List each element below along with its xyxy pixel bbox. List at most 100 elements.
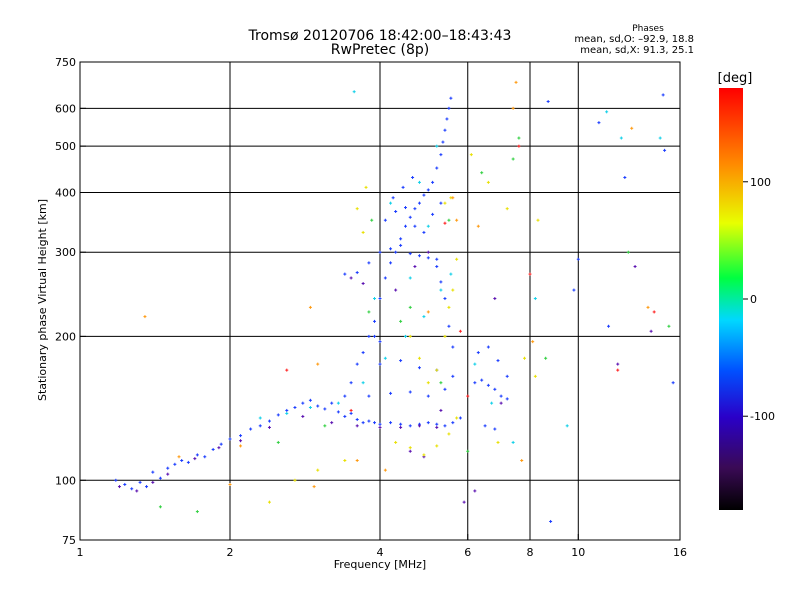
data-point [435, 265, 439, 269]
data-point [373, 297, 377, 301]
data-point [490, 401, 494, 405]
x-tick-label: 6 [464, 546, 471, 559]
data-point [449, 96, 453, 100]
data-point [431, 212, 435, 216]
data-point [443, 221, 447, 225]
colorbar [719, 88, 743, 510]
data-point [403, 206, 407, 210]
data-point [576, 257, 580, 261]
data-point [447, 106, 451, 110]
data-point [435, 422, 439, 426]
data-point [308, 305, 312, 309]
phases-heading: Phases [632, 24, 664, 34]
data-point [373, 334, 377, 338]
data-point [486, 383, 490, 387]
data-point [455, 218, 459, 222]
data-point [435, 368, 439, 372]
data-point [435, 425, 439, 429]
y-tick-label: 400 [55, 186, 76, 199]
data-point [493, 387, 497, 391]
data-point [426, 381, 430, 385]
data-point [417, 201, 421, 205]
data-point [378, 250, 382, 254]
data-point [426, 394, 430, 398]
data-point [373, 421, 377, 425]
data-point [258, 424, 262, 428]
data-point [473, 362, 477, 366]
data-point [389, 247, 393, 251]
data-point [355, 362, 359, 366]
data-point [349, 408, 353, 412]
data-point [316, 362, 320, 366]
data-point [330, 401, 334, 405]
data-point [533, 297, 537, 301]
data-point [145, 485, 149, 489]
data-point [447, 218, 451, 222]
data-point [426, 188, 430, 192]
data-point [663, 148, 667, 152]
data-point [343, 458, 347, 462]
data-point [367, 394, 371, 398]
data-point [451, 421, 455, 425]
data-point [383, 356, 387, 360]
chart-title: Tromsø 20120706 18:42:00–18:43:43 [248, 28, 512, 44]
data-point [308, 405, 312, 409]
data-point [476, 224, 480, 228]
data-point [630, 126, 634, 130]
data-point [447, 432, 451, 436]
data-point [473, 381, 477, 385]
data-point [667, 324, 671, 328]
data-point [130, 487, 134, 491]
data-point [408, 334, 412, 338]
data-point [394, 210, 398, 214]
data-point [443, 334, 447, 338]
data-point [439, 201, 443, 205]
data-point [239, 444, 243, 448]
y-tick-label: 300 [55, 246, 76, 259]
data-point [455, 257, 459, 261]
data-point [480, 171, 484, 175]
data-point [378, 340, 382, 344]
y-tick-label: 200 [55, 330, 76, 343]
data-point [285, 411, 289, 415]
data-point [417, 180, 421, 184]
data-point [361, 282, 365, 286]
data-point [370, 218, 374, 222]
data-point [439, 408, 443, 412]
data-point [514, 80, 518, 84]
data-point [349, 276, 353, 280]
data-point [626, 250, 630, 254]
data-point [352, 90, 356, 94]
data-point [399, 243, 403, 247]
data-point [267, 419, 271, 423]
data-point [451, 374, 455, 378]
data-point [443, 387, 447, 391]
data-point [511, 440, 515, 444]
data-point [469, 153, 473, 157]
data-point [316, 404, 320, 408]
y-tick-label: 75 [62, 534, 76, 547]
data-point [285, 408, 289, 412]
data-point [445, 117, 449, 121]
data-point [417, 356, 421, 360]
data-point [422, 230, 426, 234]
data-point [389, 421, 393, 425]
data-point [646, 305, 650, 309]
y-ticks: 75 100 200 300 400 500 600 750 [55, 56, 86, 547]
data-point [417, 366, 421, 370]
data-point [439, 153, 443, 157]
colorbar-tick-label: -100 [750, 410, 775, 423]
colorbar-label: [deg] [718, 71, 753, 86]
y-tick-label: 750 [55, 56, 76, 69]
data-point [378, 425, 382, 429]
data-point [355, 207, 359, 211]
chart-subtitle: RwPretec (8p) [331, 42, 429, 58]
data-point [616, 368, 620, 372]
data-point [422, 453, 426, 457]
data-point [276, 440, 280, 444]
data-point [531, 340, 535, 344]
data-point [451, 196, 455, 200]
data-point [343, 414, 347, 418]
data-point [496, 359, 500, 363]
data-point [517, 144, 521, 148]
